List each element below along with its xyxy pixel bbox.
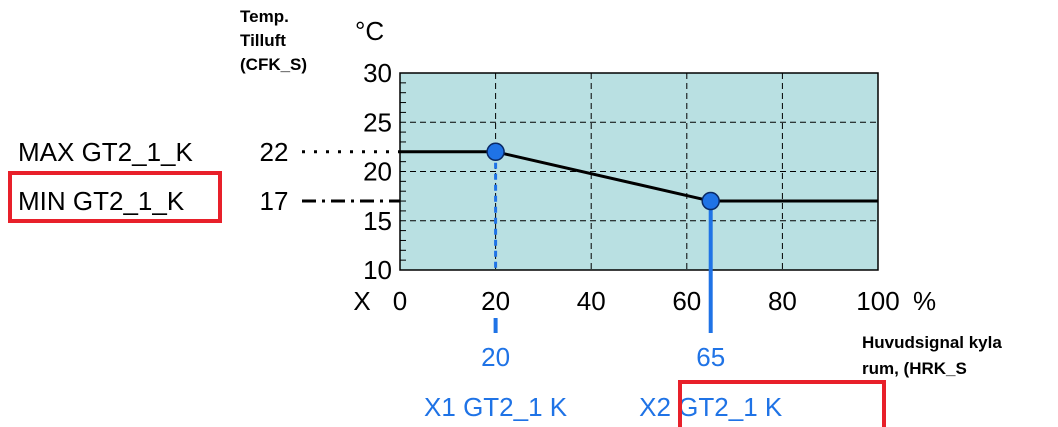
x-tick-label: 0 xyxy=(393,286,407,316)
bottom-label-value: 20 xyxy=(481,342,510,372)
grid xyxy=(400,73,878,270)
y-axis-label-line: (CFK_S) xyxy=(240,55,307,74)
x-tick-label: 60 xyxy=(672,286,701,316)
plot-area xyxy=(399,72,879,271)
data-point xyxy=(486,142,505,162)
y-tick-label: 10 xyxy=(363,255,392,285)
y-unit: °C xyxy=(355,16,384,46)
x-unit: % xyxy=(913,286,936,316)
bottom-label-name: X1 GT2_1 K xyxy=(424,392,568,422)
annotation-labels: MAX GT2_1_K 22 MIN GT2_1_K 17 20 X1 GT2_1 K 65… xyxy=(8,137,886,427)
series-lines xyxy=(400,150,878,333)
left-label-name: MIN GT2_1_K xyxy=(18,186,185,216)
y-axis-label-line: Temp. xyxy=(240,7,289,26)
x-tick-label: 100 xyxy=(856,286,899,316)
y-tick-label: 25 xyxy=(363,107,392,137)
plot-background xyxy=(399,72,879,271)
x-axis-prefix: X xyxy=(353,286,370,316)
y-axis-label-line: Tilluft xyxy=(240,31,286,50)
bottom-label-name: X2 GT2_1 K xyxy=(639,392,783,422)
left-label-value: 17 xyxy=(260,186,289,216)
y-tick-label: 15 xyxy=(363,206,392,236)
x-axis-label-line: rum, (HRK_S xyxy=(862,359,967,378)
bottom-label-value: 65 xyxy=(696,342,725,372)
data-points xyxy=(486,142,720,211)
x-axis-label-line: Huvudsignal kyla xyxy=(862,333,1002,352)
left-label-name: MAX GT2_1_K xyxy=(18,137,194,167)
series-line xyxy=(400,150,878,203)
x-tick-label: 40 xyxy=(577,286,606,316)
highlight-box xyxy=(678,380,886,427)
x-tick-label: 80 xyxy=(768,286,797,316)
y-tick-label: 20 xyxy=(363,157,392,187)
tick-labels: 10 15 20 25 30 0 20 40 60 80 100 X % Temp. Tilluft (CFK… xyxy=(240,7,1002,378)
highlight-box xyxy=(8,171,222,223)
y-tick-label: 30 xyxy=(363,58,392,88)
left-label-value: 22 xyxy=(260,137,289,167)
data-point xyxy=(701,191,720,211)
x-tick-label: 20 xyxy=(481,286,510,316)
